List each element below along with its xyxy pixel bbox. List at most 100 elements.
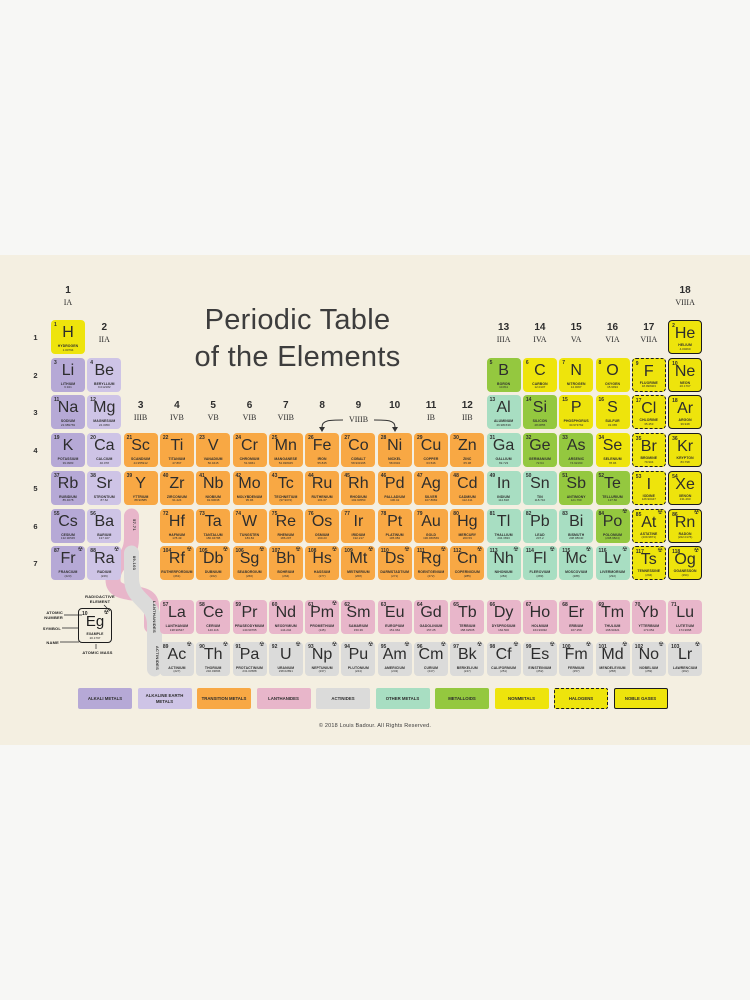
element-symbol: Xe — [675, 475, 695, 493]
element-symbol: Ag — [421, 474, 441, 492]
group-header-11: 11 IB — [412, 400, 450, 424]
element-symbol: Cd — [457, 474, 478, 492]
atomic-number: 114 — [525, 548, 534, 555]
element-symbol: Ne — [674, 362, 696, 380]
element-symbol: V — [207, 437, 219, 455]
element-symbol: Hf — [168, 512, 185, 530]
element-tile-ac: 89 ☢ Ac ACTINIUM (227) — [159, 641, 194, 676]
radioactive-icon: ☢ — [549, 641, 555, 648]
group-header-15: 15 VA — [557, 322, 595, 346]
atomic-number: 88 — [90, 548, 96, 555]
element-name: SEABORGIUM — [237, 570, 262, 575]
group-header-2: 2 IIA — [85, 322, 123, 346]
element-tile-sb: 51 Sb ANTIMONY 121.760 — [559, 470, 594, 505]
atomic-mass: 231.03588 — [242, 669, 257, 673]
element-name: ACTINIUM — [168, 665, 186, 670]
atomic-number: 51 — [562, 472, 568, 479]
element-tile-y: 39 Y YTTRIUM 88.90585 — [123, 470, 158, 505]
legend-actinide: ACTINIDES — [316, 688, 370, 709]
radioactive-icon: ☢ — [585, 641, 592, 648]
atomic-number: 112 — [453, 548, 462, 555]
atomic-mass: 114.818 — [498, 498, 509, 503]
radioactive-icon: ☢ — [259, 545, 265, 553]
atomic-number: 118 — [672, 549, 681, 556]
atomic-number: 85 — [635, 511, 642, 518]
element-name: SELENIUM — [603, 457, 622, 462]
element-name: POLONIUM — [602, 532, 623, 537]
radioactive-icon: ☢ — [693, 546, 700, 554]
atomic-mass: 151.964 — [389, 627, 401, 632]
element-symbol: C — [534, 361, 546, 379]
atomic-mass: 121.760 — [570, 498, 582, 503]
element-symbol: Cr — [241, 437, 258, 455]
atomic-mass: 24.3050 — [98, 422, 110, 427]
key-example-number: 10 — [82, 611, 88, 617]
atomic-mass: 140.90765 — [242, 627, 257, 632]
element-tile-hs: 108 ☢ Hs HASSIUM (277) — [305, 546, 340, 581]
element-symbol: At — [641, 513, 657, 531]
element-name: TERBIUM — [459, 624, 476, 628]
group-roman-numeral: IIB — [461, 413, 473, 422]
element-name: RUTHERFORDIUM — [161, 570, 193, 575]
key-symbol-label: SYMBOL — [42, 625, 61, 631]
element-tile-ag: 47 Ag SILVER 107.8682 — [414, 470, 448, 505]
atomic-mass: 10.811 — [499, 385, 509, 390]
element-symbol: Lv — [604, 550, 621, 568]
atomic-number: 95 — [380, 643, 387, 650]
element-name: GOLD — [425, 532, 437, 537]
atomic-number: 6 — [525, 359, 529, 366]
element-tile-w: 74 W TUNGSTEN 183.84 — [232, 508, 267, 543]
element-symbol: Ti — [170, 437, 184, 455]
group-number: 4 — [174, 400, 180, 411]
group-number: 17 — [643, 322, 655, 333]
element-symbol: Mo — [238, 474, 261, 492]
periodic-table-poster: Periodic Table of the Elements 1 IA 2 IIA 3 I… — [0, 255, 750, 745]
atomic-mass: (209.9871) — [641, 535, 657, 539]
period-number-7: 7 — [33, 559, 38, 569]
copyright-text: © 2018 Louis Badour. All Rights Reserved… — [318, 723, 432, 729]
radioactive-icon: ☢ — [622, 508, 628, 515]
element-tile-fe: 26 Fe IRON 55.845 — [305, 433, 340, 468]
element-tile-mc: 115 ☢ Mc MOSCOVIUM (288) — [559, 545, 594, 581]
atomic-number: 50 — [525, 472, 532, 479]
element-tile-i: 53 I IODINE 126.90447 — [631, 470, 666, 505]
atomic-mass: 196.966569 — [423, 536, 439, 540]
atomic-number: 56 — [90, 510, 96, 517]
atomic-number: 96 — [417, 643, 423, 650]
group-number: 14 — [534, 322, 546, 333]
element-name: MOLYBDENUM — [236, 494, 263, 499]
legend-nonmetal: NONMETALS — [494, 688, 549, 709]
atomic-number: 34 — [598, 435, 605, 442]
atomic-mass: 44.955912 — [133, 460, 148, 465]
element-symbol: Rn — [674, 513, 696, 531]
element-name: RADON — [678, 531, 692, 536]
atomic-number: 33 — [562, 435, 568, 442]
element-symbol: Cn — [457, 550, 478, 568]
atomic-number: 87 — [54, 548, 60, 555]
atomic-number: 24 — [235, 435, 242, 442]
group-number: 11 — [425, 400, 437, 411]
element-name: EUROPIUM — [385, 624, 405, 628]
element-name: RADIUM — [97, 570, 112, 575]
element-tile-v: 23 V VANADIUM 50.9415 — [196, 433, 231, 468]
element-symbol: Cu — [420, 437, 442, 455]
atomic-mass: 180.94788 — [206, 536, 221, 540]
element-symbol: Ni — [387, 437, 403, 455]
radioactive-icon: ☢ — [585, 545, 592, 553]
element-name: COPPER — [423, 457, 439, 462]
element-name: ALUMINUM — [493, 419, 514, 424]
element-name: GADOLINIUM — [419, 624, 443, 628]
element-symbol: Fl — [533, 550, 547, 568]
atomic-mass: 162.500 — [498, 627, 510, 632]
element-tile-bk: 97 ☢ Bk BERKELIUM (247) — [450, 641, 485, 676]
element-tile-te: 52 Te TELLURIUM 127.60 — [595, 470, 630, 505]
atomic-mass: (251) — [500, 669, 508, 673]
element-symbol: I — [646, 475, 652, 493]
atomic-mass: 74.92160 — [569, 460, 583, 465]
radioactive-icon: ☢ — [222, 545, 229, 553]
atomic-number: 38 — [90, 472, 96, 479]
element-name: SILICON — [532, 419, 548, 424]
atomic-number: 23 — [199, 435, 205, 442]
element-tile-na: 11 Na SODIUM 22.989769 — [51, 395, 85, 430]
atomic-number: 79 — [417, 510, 423, 517]
